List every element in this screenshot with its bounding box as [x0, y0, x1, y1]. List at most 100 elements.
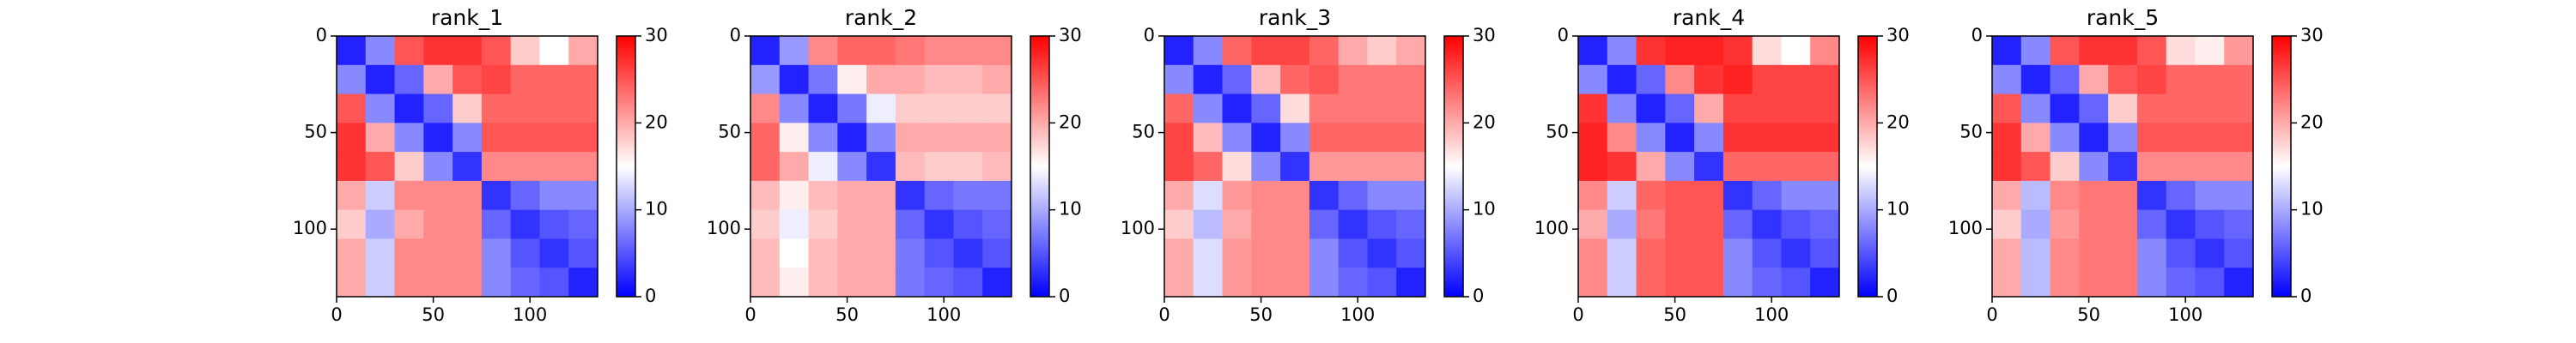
- heatmap-cell: [1280, 123, 1310, 153]
- heatmap-cell: [1251, 93, 1281, 123]
- heatmap-cell: [895, 123, 926, 153]
- heatmap-cell: [1665, 93, 1695, 123]
- heatmap-cell: [924, 93, 954, 123]
- heatmap-cell: [1164, 268, 1194, 298]
- heatmap-cell: [1781, 209, 1811, 239]
- heatmap-cell: [2224, 152, 2254, 182]
- heatmap-cell: [2224, 64, 2254, 95]
- colorbar-tick-label: 20: [645, 111, 668, 132]
- colorbar-tick-label: 0: [1473, 286, 1484, 306]
- colorbar: [616, 35, 636, 298]
- heatmap-cell: [924, 238, 954, 268]
- colorbar-tick-label: 10: [1886, 199, 1910, 220]
- heatmap-cell: [1665, 268, 1695, 298]
- x-tick-label: 100: [2168, 304, 2202, 325]
- heatmap-cell: [1578, 152, 1608, 182]
- heatmap-cell: [895, 93, 926, 123]
- heatmap-cell: [2195, 209, 2225, 239]
- heatmap-cell: [1396, 93, 1426, 123]
- heatmap-cell: [1665, 238, 1695, 268]
- y-tick-label: 100: [1121, 218, 1155, 238]
- heatmap-cell: [1193, 180, 1224, 211]
- y-tick-label: 50: [304, 122, 327, 142]
- colorbar-tick-label: 0: [2300, 286, 2312, 306]
- heatmap-cell: [1665, 123, 1695, 153]
- heatmap-cell: [837, 209, 867, 239]
- colorbar-tick-label: 10: [2300, 199, 2324, 220]
- heatmap-cell: [568, 93, 598, 123]
- heatmap-cell: [750, 123, 781, 153]
- heatmap-cell: [808, 64, 838, 95]
- heatmap-cell: [394, 123, 424, 153]
- y-tick-label: 100: [707, 218, 741, 238]
- heatmap-cell: [1636, 152, 1666, 182]
- heatmap-cell: [539, 64, 569, 95]
- heatmap-cell: [1992, 238, 2022, 268]
- heatmap-cell: [1164, 238, 1194, 268]
- heatmap-cell: [1164, 152, 1194, 182]
- heatmap-cell: [1694, 238, 1724, 268]
- heatmap-cell: [2020, 36, 2051, 66]
- heatmap-cell: [365, 209, 396, 239]
- colorbar-tick-label: 30: [2300, 25, 2324, 45]
- heatmap-cell: [1992, 152, 2022, 182]
- heatmap-cell: [1752, 152, 1782, 182]
- heatmap-cell: [2136, 36, 2167, 66]
- heatmap-cell: [1280, 238, 1310, 268]
- heatmap-cell: [2166, 180, 2196, 211]
- heatmap-cell: [1338, 209, 1368, 239]
- heatmap-cell: [1810, 268, 1840, 298]
- heatmap-cell: [1222, 123, 1252, 153]
- heatmap-cell: [337, 209, 367, 239]
- heatmap-cell: [924, 209, 954, 239]
- heatmap-cell: [982, 209, 1012, 239]
- heatmap-cell: [2136, 64, 2167, 95]
- heatmap-cell: [1338, 123, 1368, 153]
- heatmap-cell: [1280, 152, 1310, 182]
- heatmap-cell: [2050, 152, 2080, 182]
- heatmap-cell: [1578, 268, 1608, 298]
- heatmap-cell: [1752, 180, 1782, 211]
- heatmap-cell: [1636, 36, 1666, 66]
- heatmap-cell: [1992, 36, 2022, 66]
- heatmap-cell: [1193, 238, 1224, 268]
- heatmap-cell: [750, 64, 781, 95]
- heatmap-cell: [365, 93, 396, 123]
- heatmap-cell: [1694, 152, 1724, 182]
- heatmap-cell: [2108, 64, 2138, 95]
- heatmap-cell: [1280, 64, 1310, 95]
- heatmap-cell: [808, 123, 838, 153]
- y-tick-label: 50: [1959, 122, 1983, 142]
- heatmap-cell: [1992, 209, 2022, 239]
- heatmap-cell: [982, 180, 1012, 211]
- heatmap-cell: [2224, 238, 2254, 268]
- heatmap-cell: [2136, 238, 2167, 268]
- heatmap-cell: [1396, 268, 1426, 298]
- heatmap-cell: [1222, 64, 1252, 95]
- heatmap-cell: [394, 180, 424, 211]
- heatmap-cell: [1251, 123, 1281, 153]
- heatmap-cell: [510, 64, 540, 95]
- heatmap-cell: [481, 123, 512, 153]
- heatmap-cell: [2166, 36, 2196, 66]
- colorbar: [2271, 35, 2292, 298]
- heatmap-cell: [2195, 123, 2225, 153]
- heatmap-cell: [337, 180, 367, 211]
- colorbar-tick-label: 20: [2300, 111, 2324, 132]
- heatmap-cell: [2050, 64, 2080, 95]
- heatmap-cell: [1636, 64, 1666, 95]
- heatmap-cell: [1367, 152, 1397, 182]
- heatmap-cell: [568, 36, 598, 66]
- heatmap-cell: [1810, 209, 1840, 239]
- heatmap-cell: [924, 152, 954, 182]
- heatmap-cell: [510, 180, 540, 211]
- heatmap-cell: [568, 123, 598, 153]
- heatmap-cell: [2050, 123, 2080, 153]
- heatmap-cell: [1280, 209, 1310, 239]
- heatmap-cell: [1338, 268, 1368, 298]
- heatmap-cell: [779, 123, 810, 153]
- heatmap-cell: [1164, 93, 1194, 123]
- colorbar-tick-label: 0: [1059, 286, 1070, 306]
- heatmap-cell: [1251, 238, 1281, 268]
